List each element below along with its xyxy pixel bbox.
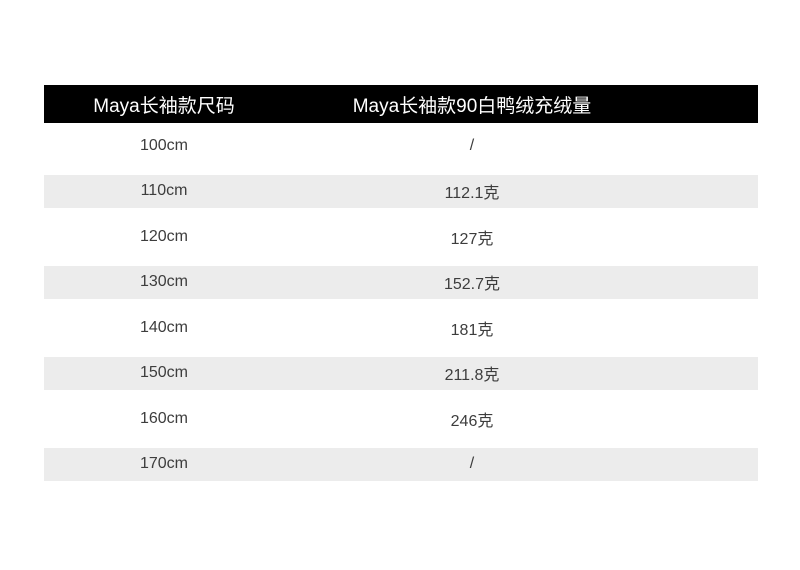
fill-cell: 246克 xyxy=(450,412,494,430)
fill-cell: 127克 xyxy=(450,230,494,248)
fill-cell: / xyxy=(469,136,475,154)
size-cell: 150cm xyxy=(139,364,189,382)
fill-cell: 181克 xyxy=(450,321,494,339)
table-row: 130cm 152.7克 xyxy=(44,260,758,306)
fill-cell: 152.7克 xyxy=(443,276,501,294)
table-row: 120cm 127克 xyxy=(44,214,758,260)
header-size-column: Maya长袖款尺码 xyxy=(93,95,235,117)
table-row: 110cm 112.1克 xyxy=(44,169,758,215)
size-cell: 130cm xyxy=(139,273,189,291)
fill-cell: / xyxy=(469,455,475,473)
table-row: 140cm 181克 xyxy=(44,305,758,351)
size-cell: 170cm xyxy=(139,455,189,473)
spec-table: Maya长袖款尺码 Maya长袖款90白鸭绒充绒量 100cm / 110cm … xyxy=(44,85,758,487)
table-row: 170cm / xyxy=(44,442,758,488)
size-cell: 110cm xyxy=(140,182,188,200)
table-row: 100cm / xyxy=(44,123,758,169)
size-cell: 160cm xyxy=(139,409,189,427)
size-cell: 100cm xyxy=(139,136,189,154)
fill-cell: 211.8克 xyxy=(444,367,500,385)
table-header: Maya长袖款尺码 Maya长袖款90白鸭绒充绒量 xyxy=(44,85,758,123)
size-cell: 140cm xyxy=(139,318,189,336)
size-cell: 120cm xyxy=(139,227,189,245)
table-row: 160cm 246克 xyxy=(44,396,758,442)
table-row: 150cm 211.8克 xyxy=(44,351,758,397)
fill-cell: 112.1克 xyxy=(444,185,500,203)
header-fill-column: Maya长袖款90白鸭绒充绒量 xyxy=(352,95,592,117)
